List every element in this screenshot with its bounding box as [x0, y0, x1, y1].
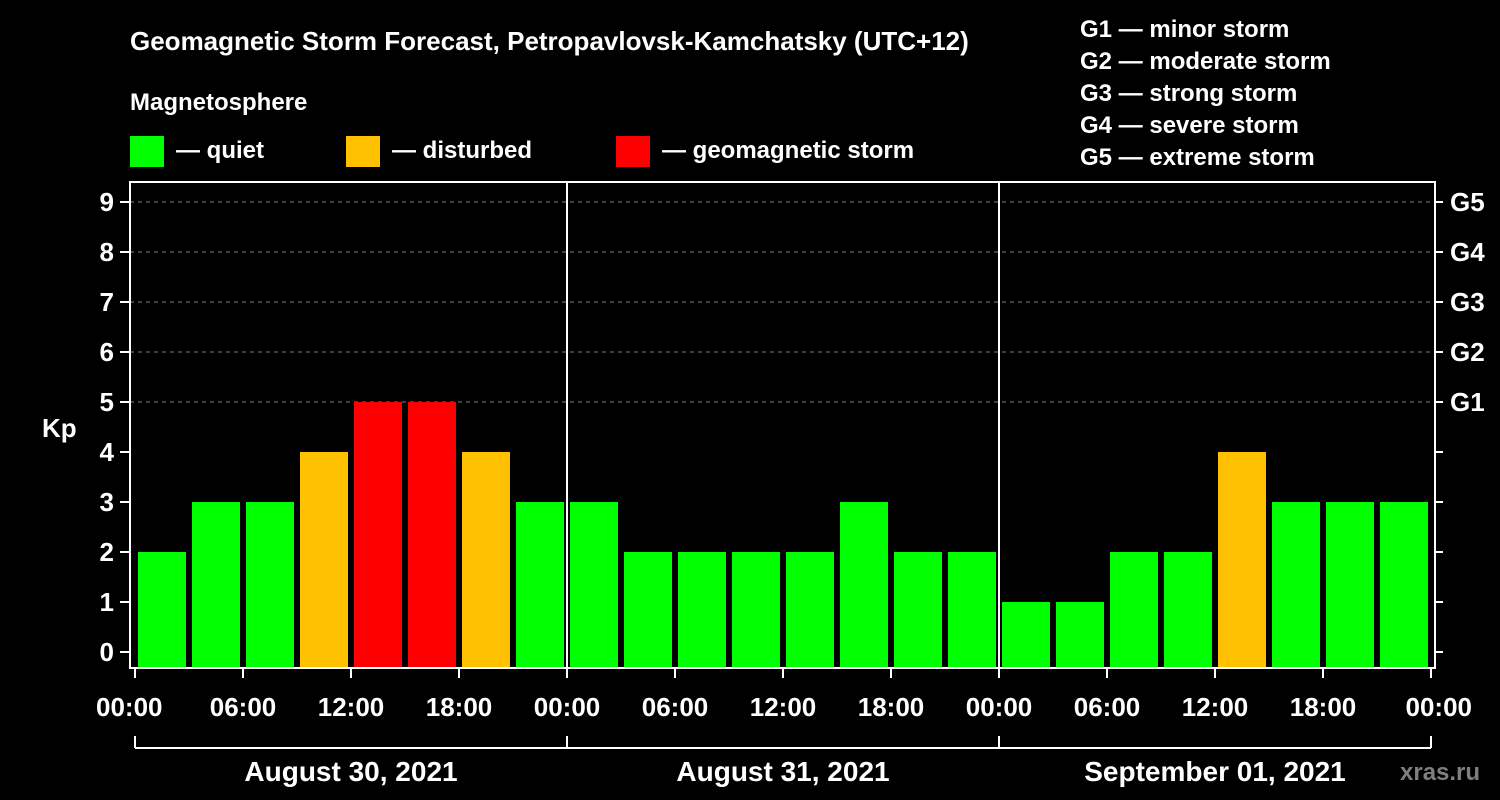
bar-6 [462, 452, 510, 668]
storm-scale-g3: G3 — strong storm [1080, 80, 1297, 107]
y-tick-label-7: 7 [100, 287, 114, 317]
right-tick-label-g5: G5 [1450, 187, 1485, 217]
x-tick-label-1: 06:00 [210, 692, 277, 722]
legend-label-quiet: — quiet [176, 137, 264, 164]
watermark: xras.ru [1400, 759, 1480, 786]
bar-1 [192, 502, 240, 668]
storm-scale-g5: G5 — extreme storm [1080, 144, 1315, 171]
x-tick-label-9: 06:00 [1074, 692, 1141, 722]
y-tick-label-2: 2 [100, 537, 114, 567]
bar-20 [1218, 452, 1266, 668]
bar-15 [948, 552, 996, 668]
axis-ticks: 0 1 2 3 4 5 6 7 8 9 G1 G2 G3 G4 G5 00:00 06:00 12:00 18:00… [96, 187, 1485, 787]
legend-swatch-quiet [130, 136, 164, 167]
bar-11 [732, 552, 780, 668]
y-axis-label: Kp [42, 413, 77, 443]
plot-frame [129, 181, 1436, 669]
storm-scale-g4: G4 — severe storm [1080, 112, 1299, 139]
bar-19 [1164, 552, 1212, 668]
bar-3 [300, 452, 348, 668]
bar-0 [138, 552, 186, 668]
bar-17 [1056, 602, 1104, 668]
y-tick-label-5: 5 [100, 387, 114, 417]
bar-7 [516, 502, 564, 668]
date-label-0: August 30, 2021 [244, 756, 457, 787]
x-tick-label-4: 00:00 [534, 692, 601, 722]
bar-4 [354, 402, 402, 668]
right-tick-label-g3: G3 [1450, 287, 1485, 317]
x-tick-label-0: 00:00 [96, 692, 163, 722]
x-tick-label-11: 18:00 [1290, 692, 1357, 722]
x-tick-label-5: 06:00 [642, 692, 709, 722]
y-tick-label-3: 3 [100, 487, 114, 517]
storm-scale-g1: G1 — minor storm [1080, 16, 1289, 43]
legend-swatch-disturbed [346, 136, 380, 167]
legend-label-disturbed: — disturbed [392, 137, 532, 164]
right-tick-label-g2: G2 [1450, 337, 1485, 367]
bar-10 [678, 552, 726, 668]
x-tick-label-8: 00:00 [966, 692, 1033, 722]
y-tick-label-4: 4 [100, 437, 115, 467]
legend-swatch-storm [616, 136, 650, 167]
grid-lines [130, 201, 1435, 403]
y-tick-label-1: 1 [100, 587, 114, 617]
x-tick-label-2: 12:00 [318, 692, 385, 722]
y-tick-label-6: 6 [100, 337, 114, 367]
bar-21 [1272, 502, 1320, 668]
x-tick-label-3: 18:00 [426, 692, 493, 722]
bar-18 [1110, 552, 1158, 668]
bar-12 [786, 552, 834, 668]
legend-title: Magnetosphere [130, 89, 307, 116]
bar-14 [894, 552, 942, 668]
right-tick-label-g4: G4 [1450, 237, 1485, 267]
bar-22 [1326, 502, 1374, 668]
date-label-2: September 01, 2021 [1084, 756, 1346, 787]
x-tick-label-12: 00:00 [1406, 692, 1473, 722]
storm-scale-g2: G2 — moderate storm [1080, 48, 1331, 75]
x-tick-label-10: 12:00 [1182, 692, 1249, 722]
chart-title: Geomagnetic Storm Forecast, Petropavlovs… [130, 26, 969, 56]
x-tick-label-6: 12:00 [750, 692, 817, 722]
y-tick-label-0: 0 [100, 637, 114, 667]
bar-5 [408, 402, 456, 668]
bar-2 [246, 502, 294, 668]
bar-13 [840, 502, 888, 668]
legend-label-storm: — geomagnetic storm [662, 137, 914, 164]
bar-8 [570, 502, 618, 668]
bar-23 [1380, 502, 1428, 668]
kp-bars [138, 402, 1428, 668]
bar-16 [1002, 602, 1050, 668]
right-tick-label-g1: G1 [1450, 387, 1485, 417]
y-tick-label-8: 8 [100, 237, 114, 267]
x-tick-label-7: 18:00 [858, 692, 925, 722]
y-tick-label-9: 9 [100, 187, 114, 217]
bar-9 [624, 552, 672, 668]
date-label-1: August 31, 2021 [676, 756, 889, 787]
